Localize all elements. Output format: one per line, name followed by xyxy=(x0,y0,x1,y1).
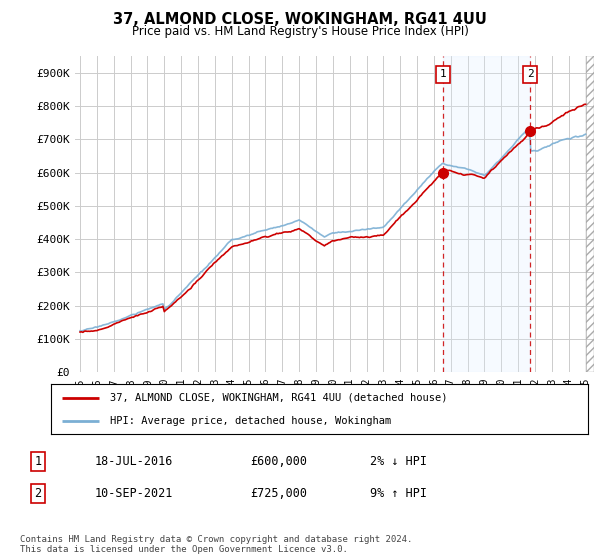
Text: 2: 2 xyxy=(34,487,41,500)
Text: 1: 1 xyxy=(440,69,446,80)
Text: 10-SEP-2021: 10-SEP-2021 xyxy=(95,487,173,500)
Text: Price paid vs. HM Land Registry's House Price Index (HPI): Price paid vs. HM Land Registry's House … xyxy=(131,25,469,38)
Text: 2% ↓ HPI: 2% ↓ HPI xyxy=(370,455,427,468)
Text: 37, ALMOND CLOSE, WOKINGHAM, RG41 4UU: 37, ALMOND CLOSE, WOKINGHAM, RG41 4UU xyxy=(113,12,487,27)
Text: £600,000: £600,000 xyxy=(250,455,307,468)
Text: £725,000: £725,000 xyxy=(250,487,307,500)
Text: Contains HM Land Registry data © Crown copyright and database right 2024.
This d: Contains HM Land Registry data © Crown c… xyxy=(20,535,412,554)
Text: 37, ALMOND CLOSE, WOKINGHAM, RG41 4UU (detached house): 37, ALMOND CLOSE, WOKINGHAM, RG41 4UU (d… xyxy=(110,393,448,403)
Text: 9% ↑ HPI: 9% ↑ HPI xyxy=(370,487,427,500)
Text: 18-JUL-2016: 18-JUL-2016 xyxy=(95,455,173,468)
Text: HPI: Average price, detached house, Wokingham: HPI: Average price, detached house, Woki… xyxy=(110,417,391,426)
Text: 1: 1 xyxy=(34,455,41,468)
Text: 2: 2 xyxy=(527,69,533,80)
Bar xyxy=(443,56,530,372)
